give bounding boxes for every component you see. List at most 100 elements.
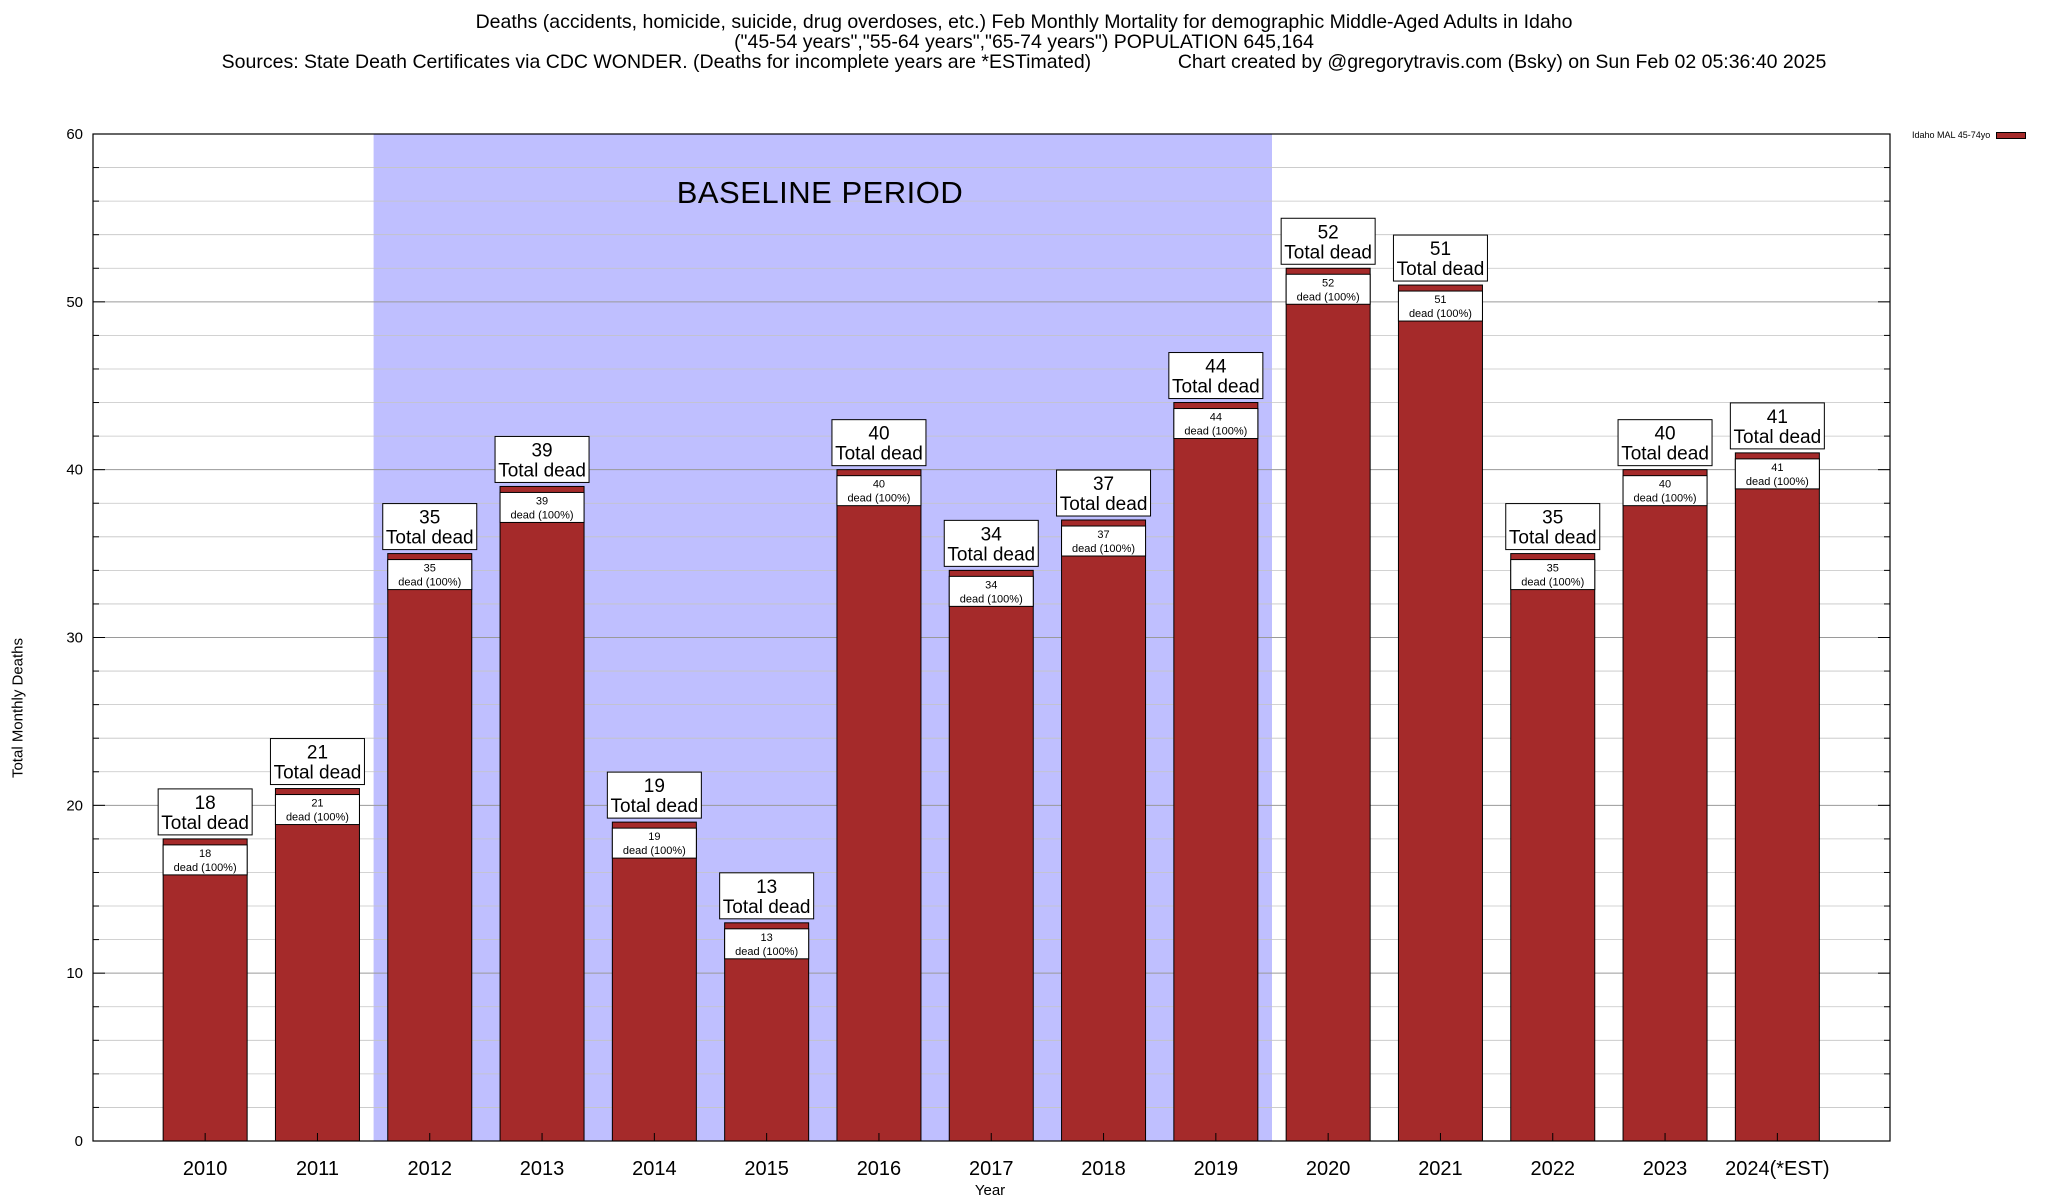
x-tick-label: 2014 xyxy=(632,1158,677,1180)
bar-inner-percent: dead (100%) xyxy=(1409,308,1472,320)
bar-inner-label-box xyxy=(724,928,810,960)
bar-total-text: Total dead xyxy=(835,444,923,465)
bar xyxy=(1734,452,1820,1142)
bar-inner-percent: dead (100%) xyxy=(1521,577,1584,589)
bar-total-text: Total dead xyxy=(1060,494,1148,515)
x-tick-label: 2023 xyxy=(1643,1158,1688,1180)
bar-inner-value: 39 xyxy=(536,495,548,507)
bar xyxy=(499,485,585,1142)
x-tick-label: 2021 xyxy=(1418,1158,1463,1180)
bar-inner-label-box xyxy=(162,844,248,876)
x-tick-label: 2022 xyxy=(1531,1158,1576,1180)
bar-inner-label-box xyxy=(1622,475,1708,507)
bar-inner-percent: dead (100%) xyxy=(1072,543,1135,555)
y-tick-label: 30 xyxy=(66,630,83,647)
baseline-period-label: BASELINE PERIOD xyxy=(676,175,964,210)
bar-total-value: 41 xyxy=(1767,407,1788,428)
bar xyxy=(948,569,1034,1142)
bar-total-value: 39 xyxy=(531,440,552,461)
bar-inner-percent: dead (100%) xyxy=(1634,493,1697,505)
bar-total-label-box xyxy=(943,519,1039,567)
bar-inner-value: 35 xyxy=(424,563,436,575)
bar-inner-percent: dead (100%) xyxy=(847,493,910,505)
legend-swatch xyxy=(1996,131,2027,139)
bar-inner-label-box xyxy=(948,575,1034,607)
bar-total-text: Total dead xyxy=(386,528,474,549)
bar-total-text: Total dead xyxy=(161,813,249,834)
title-line-3: Sources: State Death Certificates via CD… xyxy=(221,51,1827,73)
bar-inner-label-box xyxy=(836,475,922,507)
bar-total-value: 37 xyxy=(1093,474,1114,495)
x-tick-label: 2015 xyxy=(744,1158,789,1180)
y-axis-label: Total Monthly Deaths xyxy=(9,637,27,779)
bar-total-text: Total dead xyxy=(1397,259,1485,280)
bar xyxy=(1061,519,1147,1142)
bar-inner-label-box xyxy=(611,827,697,859)
bar-inner-value: 40 xyxy=(873,479,885,491)
bar xyxy=(1285,267,1371,1142)
bar-inner-label-box xyxy=(274,794,360,826)
chart-title: Deaths (accidents, homicide, suicide, dr… xyxy=(0,12,2048,72)
legend-label: Idaho MAL 45-74yo xyxy=(1912,130,1991,140)
bar-inner-label-box xyxy=(1397,290,1483,322)
bar-inner-value: 37 xyxy=(1097,529,1109,541)
bar-total-label-box xyxy=(1729,402,1825,450)
bar-total-text: Total dead xyxy=(947,544,1035,565)
bar-inner-value: 44 xyxy=(1210,412,1222,424)
bar-inner-percent: dead (100%) xyxy=(1746,476,1809,488)
bar-inner-label-box xyxy=(1061,525,1147,557)
plot-frame xyxy=(92,133,1891,1142)
bar-total-label-box xyxy=(157,788,253,836)
bar-total-label-box xyxy=(1056,469,1152,517)
bar-total-text: Total dead xyxy=(1509,528,1597,549)
bar-inner-percent: dead (100%) xyxy=(623,845,686,857)
bar-inner-label-box xyxy=(1734,458,1820,490)
bar-total-value: 13 xyxy=(756,877,777,898)
bar-total-value: 52 xyxy=(1318,222,1339,243)
bar-total-text: Total dead xyxy=(723,897,811,918)
bar-inner-percent: dead (100%) xyxy=(286,812,349,824)
y-tick-label: 60 xyxy=(66,126,83,143)
bar-inner-label-box xyxy=(387,559,473,591)
bar-inner-percent: dead (100%) xyxy=(511,509,574,521)
x-axis-label: Year xyxy=(974,1182,1006,1199)
bar-inner-label-box xyxy=(1173,408,1259,440)
bar-inner-percent: dead (100%) xyxy=(735,946,798,958)
bar-total-value: 40 xyxy=(868,424,889,445)
bar-total-text: Total dead xyxy=(498,460,586,481)
bar-inner-label-box xyxy=(1285,273,1371,305)
bar-total-value: 51 xyxy=(1430,239,1451,260)
x-tick-label: 2012 xyxy=(408,1158,453,1180)
bar-total-value: 21 xyxy=(307,743,328,764)
bar-total-label-box xyxy=(494,435,590,483)
x-tick-label: 2013 xyxy=(520,1158,565,1180)
bar-inner-value: 52 xyxy=(1322,277,1334,289)
bar xyxy=(836,469,922,1142)
bar-total-value: 18 xyxy=(195,793,216,814)
bar-total-text: Total dead xyxy=(1734,427,1822,448)
bar xyxy=(274,788,360,1142)
bar-total-value: 34 xyxy=(981,524,1003,545)
x-tick-label: 2017 xyxy=(969,1158,1014,1180)
bar-total-label-box xyxy=(1392,234,1488,282)
bar-total-label-box xyxy=(606,771,702,819)
bar-total-text: Total dead xyxy=(611,796,699,817)
bar-inner-value: 40 xyxy=(1659,479,1671,491)
bar-total-value: 35 xyxy=(1542,508,1563,529)
bar-total-text: Total dead xyxy=(1284,242,1372,263)
bar-inner-value: 13 xyxy=(761,932,773,944)
bar-total-text: Total dead xyxy=(274,763,362,784)
x-tick-label: 2011 xyxy=(296,1158,339,1180)
bar-inner-label-box xyxy=(1510,559,1596,591)
bar-total-label-box xyxy=(719,872,815,920)
bar-total-text: Total dead xyxy=(1621,444,1709,465)
bar-inner-percent: dead (100%) xyxy=(398,577,461,589)
bar-total-label-box xyxy=(1168,352,1264,400)
bar-total-label-box xyxy=(831,419,927,467)
y-tick-label: 20 xyxy=(66,797,83,814)
title-line-1: Deaths (accidents, homicide, suicide, dr… xyxy=(475,11,1573,33)
bar-inner-value: 18 xyxy=(199,848,211,860)
bar xyxy=(1173,402,1259,1142)
bar-total-label-box xyxy=(1617,419,1713,467)
